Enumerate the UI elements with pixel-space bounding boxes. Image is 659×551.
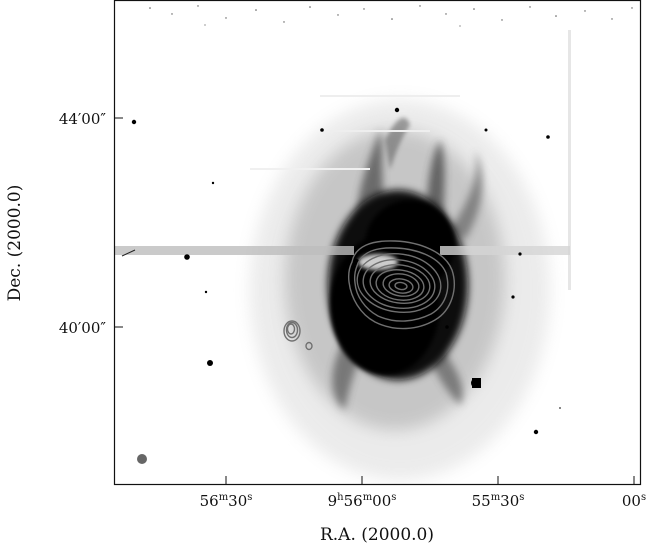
y-tick-label-40m: 40′00″ (59, 319, 107, 337)
x-tick-label-00s: 00s (622, 492, 646, 510)
x-tick-label-56m30s: 56m30s (200, 492, 253, 510)
plot-frame (113, 0, 642, 486)
x-axis-label: R.A. (2000.0) (320, 525, 434, 545)
x-tick-label-9h56m00s: 9h56m00s (328, 492, 397, 510)
y-axis-ticks (114, 117, 123, 328)
y-axis-label: Dec. (2000.0) (5, 185, 25, 302)
beam-ellipse (137, 454, 147, 464)
y-tick-label-44m: 44′00″ (59, 110, 107, 128)
radio-contours (283, 240, 455, 351)
x-axis-ticks (225, 476, 635, 485)
x-tick-label-55m30s: 55m30s (472, 492, 525, 510)
galaxy-image (114, 0, 641, 485)
